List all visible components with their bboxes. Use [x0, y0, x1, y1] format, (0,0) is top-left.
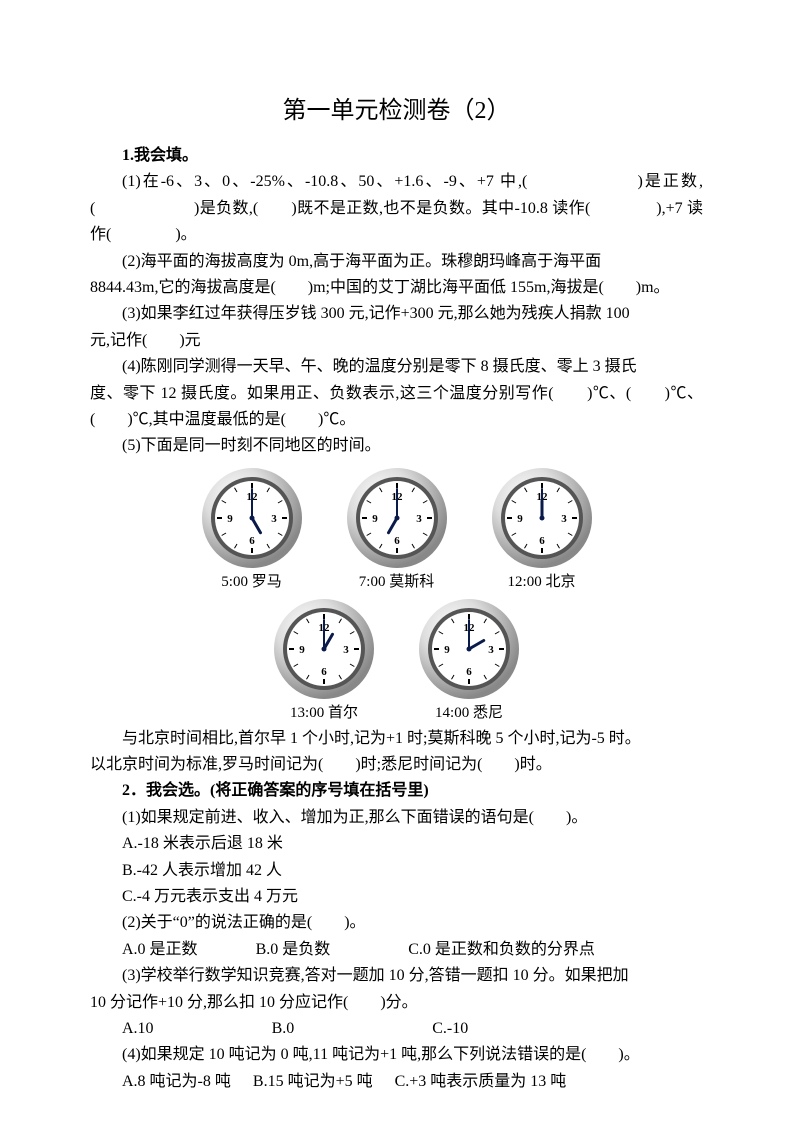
clock-icon: 36912	[492, 468, 592, 568]
q2-3-opt-a: A.10	[122, 1020, 154, 1037]
clock-icon: 36912	[419, 599, 519, 699]
q1-5-f2: 以北京时间为标准,罗马时间记为( )时;悉尼时间记为( )时。	[90, 752, 703, 778]
q2-4-opts: A.8 吨记为-8 吨 B.15 吨记为+5 吨 C.+3 吨表示质量为 13 …	[90, 1069, 703, 1095]
q1-2-l2: 8844.43m,它的海拔高度是( )m;中国的艾丁湖比海平面低 155m,海拔…	[90, 275, 703, 301]
svg-text:9: 9	[444, 644, 450, 656]
q1-3-l1: (3)如果李红过年获得压岁钱 300 元,记作+300 元,那么她为残疾人捐款 …	[90, 301, 703, 327]
q1-4-l1: (4)陈刚同学测得一天早、午、晚的温度分别是零下 8 摄氏度、零上 3 摄氏	[90, 354, 703, 380]
clock-block: 3691213:00 首尔	[274, 599, 374, 722]
q1-header: 1.我会填。	[90, 143, 703, 169]
q2-2-opt-c: C.0 是正数和负数的分界点	[408, 941, 595, 958]
q2-1: (1)如果规定前进、收入、增加为正,那么下面错误的语句是( )。	[90, 805, 703, 831]
page-title: 第一单元检测卷（2）	[90, 90, 703, 125]
clock-icon: 36912	[274, 599, 374, 699]
q1-2-l1: (2)海平面的海拔高度为 0m,高于海平面为正。珠穆朗玛峰高于海平面	[90, 249, 703, 275]
svg-text:9: 9	[372, 513, 378, 525]
svg-text:6: 6	[466, 666, 472, 678]
question-2-section: 2．我会选。(将正确答案的序号填在括号里) (1)如果规定前进、收入、增加为正,…	[90, 778, 703, 1095]
clock-label: 12:00 北京	[508, 570, 576, 591]
clocks-row-1: 369125:00 罗马369127:00 莫斯科3691212:00 北京	[90, 468, 703, 591]
q2-3-l2: 10 分记作+10 分,那么扣 10 分应记作( )分。	[90, 990, 703, 1016]
q1-3-l2: 元,记作( )元	[90, 328, 703, 354]
svg-text:6: 6	[321, 666, 327, 678]
q2-1-opt-c: C.-4 万元表示支出 4 万元	[90, 884, 703, 910]
clock-label: 13:00 首尔	[290, 701, 358, 722]
q2-1-opt-a: A.-18 米表示后退 18 米	[90, 831, 703, 857]
q1-5: (5)下面是同一时刻不同地区的时间。	[90, 433, 703, 459]
q1-1-text: (1)在-6、3、0、-25%、-10.8、50、+1.6、-9、+7 中,( …	[90, 173, 703, 243]
svg-text:9: 9	[299, 644, 305, 656]
q2-4-opt-a: A.8 吨记为-8 吨	[122, 1073, 231, 1090]
q2-4-opt-b: B.15 吨记为+5 吨	[253, 1073, 373, 1090]
svg-text:3: 3	[488, 644, 494, 656]
q2-2-opt-b: B.0 是负数	[256, 941, 331, 958]
clock-block: 369127:00 莫斯科	[347, 468, 447, 591]
q2-3-opts: A.10 B.0 C.-10	[90, 1016, 703, 1042]
page: 第一单元检测卷（2） 1.我会填。 (1)在-6、3、0、-25%、-10.8、…	[0, 0, 793, 1135]
clock-block: 3691214:00 悉尼	[419, 599, 519, 722]
svg-text:9: 9	[517, 513, 523, 525]
svg-text:6: 6	[249, 535, 255, 547]
q2-header: 2．我会选。(将正确答案的序号填在括号里)	[90, 778, 703, 804]
q2-3-opt-b: B.0	[272, 1020, 295, 1037]
q2-2-opts: A.0 是正数 B.0 是负数 C.0 是正数和负数的分界点	[90, 937, 703, 963]
clock-label: 14:00 悉尼	[435, 701, 503, 722]
clock-icon: 36912	[347, 468, 447, 568]
clock-block: 3691212:00 北京	[492, 468, 592, 591]
svg-text:3: 3	[343, 644, 349, 656]
svg-text:3: 3	[416, 513, 422, 525]
clocks-row-2: 3691213:00 首尔3691214:00 悉尼	[90, 599, 703, 722]
q2-1-opt-b: B.-42 人表示增加 42 人	[90, 858, 703, 884]
svg-text:3: 3	[271, 513, 277, 525]
q1-5-f1: 与北京时间相比,首尔早 1 个小时,记为+1 时;莫斯科晚 5 个小时,记为-5…	[90, 726, 703, 752]
svg-text:9: 9	[227, 513, 233, 525]
svg-text:3: 3	[561, 513, 567, 525]
q1-5-followup: 与北京时间相比,首尔早 1 个小时,记为+1 时;莫斯科晚 5 个小时,记为-5…	[90, 726, 703, 779]
clock-label: 7:00 莫斯科	[359, 570, 434, 591]
clock-block: 369125:00 罗马	[202, 468, 302, 591]
q2-4: (4)如果规定 10 吨记为 0 吨,11 吨记为+1 吨,那么下列说法错误的是…	[90, 1042, 703, 1068]
q2-3-l1: (3)学校举行数学知识竞赛,答对一题加 10 分,答错一题扣 10 分。如果把加	[90, 963, 703, 989]
q1-1: (1)在-6、3、0、-25%、-10.8、50、+1.6、-9、+7 中,( …	[90, 169, 703, 248]
svg-text:6: 6	[539, 535, 545, 547]
q2-2: (2)关于“0”的说法正确的是( )。	[90, 910, 703, 936]
q2-2-opt-a: A.0 是正数	[122, 941, 198, 958]
clock-icon: 36912	[202, 468, 302, 568]
q2-4-opt-c: C.+3 吨表示质量为 13 吨	[395, 1073, 567, 1090]
q1-4-l2: 度、零下 12 摄氏度。如果用正、负数表示,这三个温度分别写作( )℃、( )℃…	[90, 381, 703, 434]
q2-3-opt-c: C.-10	[432, 1020, 468, 1037]
svg-text:6: 6	[394, 535, 400, 547]
clock-label: 5:00 罗马	[221, 570, 281, 591]
question-1-section: 1.我会填。 (1)在-6、3、0、-25%、-10.8、50、+1.6、-9、…	[90, 143, 703, 460]
